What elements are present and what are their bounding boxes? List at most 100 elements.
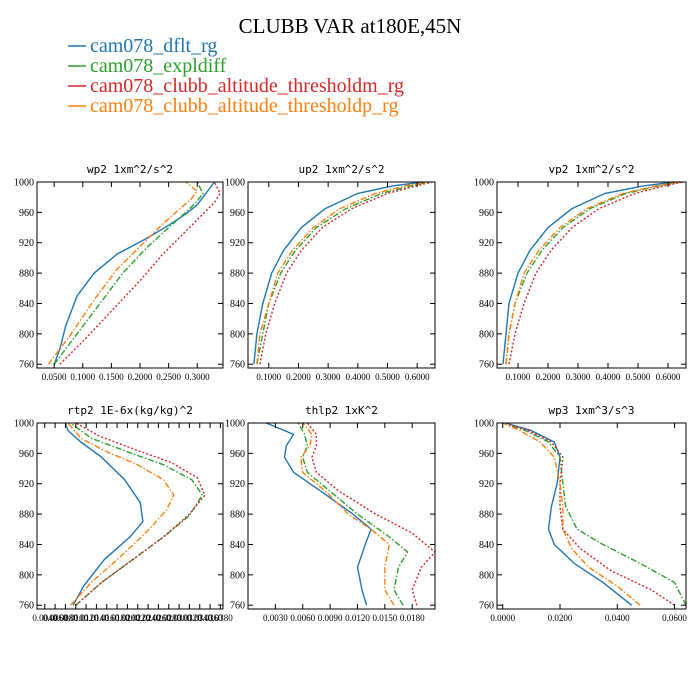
series-line-2-0 xyxy=(502,181,675,365)
x-tick-label-3-1: 0.0060 xyxy=(43,613,68,623)
x-tick-label-3-11: 0.0260 xyxy=(146,613,171,623)
legend-entry-1: cam078_expldiff xyxy=(90,55,227,77)
panel-title-4: thlp2 1xK^2 xyxy=(305,404,378,417)
x-tick-label-1-5: 0.6000 xyxy=(405,372,430,382)
x-tick-label-1-0: 0.1000 xyxy=(256,372,281,382)
panel-frame-2 xyxy=(496,181,687,369)
chart-panels: wp2 1xm^2/s^2 760 800 840 880 920 960 1000 0.050… xyxy=(14,163,687,623)
series-line-3-0 xyxy=(64,422,144,606)
y-tick-label-0-3: 880 xyxy=(19,269,34,280)
x-tick-label-0-5: 0.3000 xyxy=(185,372,210,382)
x-tick-label-3-0: 0.0040 xyxy=(32,613,57,623)
panel-frame-3 xyxy=(36,422,224,610)
y-tick-label-3-2: 840 xyxy=(19,540,34,551)
x-tick-label-4-0: 0.0030 xyxy=(263,613,288,623)
panel-title-5: wp3 1xm^3/s^3 xyxy=(548,404,634,417)
y-tick-label-4-5: 960 xyxy=(230,449,245,460)
panel-frame-0 xyxy=(36,181,224,369)
x-tick-label-0-3: 0.2000 xyxy=(128,372,153,382)
x-tick-label-3-5: 0.0140 xyxy=(84,613,109,623)
x-tick-label-2-4: 0.5000 xyxy=(626,372,651,382)
y-tick-label-0-5: 960 xyxy=(19,208,34,219)
series-line-5-0 xyxy=(505,422,633,606)
y-tick-label-1-5: 960 xyxy=(230,208,245,219)
panel-frame-1 xyxy=(247,181,436,369)
y-tick-label-2-4: 920 xyxy=(479,238,494,249)
series-line-4-1 xyxy=(297,422,409,606)
x-tick-label-3-8: 0.0200 xyxy=(115,613,140,623)
x-tick-label-3-2: 0.0080 xyxy=(53,613,78,623)
y-tick-label-5-1: 800 xyxy=(479,570,494,581)
x-tick-label-3-4: 0.0120 xyxy=(74,613,99,623)
y-tick-label-5-5: 960 xyxy=(479,449,494,460)
legend-entry-2: cam078_clubb_altitude_thresholdm_rg xyxy=(90,75,404,97)
series-line-2-2 xyxy=(508,181,684,365)
y-tick-label-1-1: 800 xyxy=(230,329,245,340)
panel-2: vp2 1xm^2/s^2 760 800 840 880 920 960 1000 0.100… xyxy=(474,163,687,382)
series-line-3-2 xyxy=(75,422,206,606)
x-tick-label-5-1: 0.0200 xyxy=(548,613,573,623)
y-tick-label-2-1: 800 xyxy=(479,329,494,340)
series-line-2-1 xyxy=(505,181,681,365)
x-tick-label-2-0: 0.1000 xyxy=(506,372,531,382)
y-tick-label-5-3: 880 xyxy=(479,510,494,521)
series-line-3-3 xyxy=(67,422,175,606)
y-tick-label-3-4: 920 xyxy=(19,479,34,490)
y-tick-label-4-4: 920 xyxy=(230,479,245,490)
x-tick-label-3-7: 0.0180 xyxy=(105,613,130,623)
y-tick-label-0-6: 1000 xyxy=(14,178,34,189)
panel-title-1: up2 1xm^2/s^2 xyxy=(298,163,384,176)
x-tick-label-3-6: 0.0160 xyxy=(94,613,119,623)
y-tick-label-0-2: 840 xyxy=(19,299,34,310)
legend-entry-3: cam078_clubb_altitude_thresholdp_rg xyxy=(90,95,398,117)
x-tick-label-4-1: 0.0060 xyxy=(290,613,315,623)
x-tick-label-2-3: 0.4000 xyxy=(596,372,621,382)
x-tick-label-0-4: 0.2500 xyxy=(156,372,181,382)
x-tick-label-4-2: 0.0090 xyxy=(318,613,343,623)
y-tick-label-3-6: 1000 xyxy=(14,419,34,430)
x-tick-label-3-15: 0.0340 xyxy=(187,613,212,623)
series-line-5-1 xyxy=(502,422,687,606)
series-line-1-2 xyxy=(259,181,433,365)
series-line-2-3 xyxy=(505,181,681,365)
y-tick-label-3-5: 960 xyxy=(19,449,34,460)
series-line-5-2 xyxy=(502,422,675,606)
y-tick-label-1-3: 880 xyxy=(230,269,245,280)
x-tick-label-2-2: 0.3000 xyxy=(566,372,591,382)
y-tick-label-2-6: 1000 xyxy=(474,178,494,189)
y-tick-label-3-1: 800 xyxy=(19,570,34,581)
series-line-4-0 xyxy=(265,422,372,606)
panel-0: wp2 1xm^2/s^2 760 800 840 880 920 960 1000 0.050… xyxy=(14,163,224,382)
series-line-5-3 xyxy=(502,422,641,606)
x-tick-label-5-3: 0.0600 xyxy=(662,613,687,623)
x-tick-label-3-17: 0.0380 xyxy=(208,613,233,623)
panel-1: up2 1xm^2/s^2 760 800 840 880 920 960 1000 0.100… xyxy=(225,163,436,382)
panel-title-2: vp2 1xm^2/s^2 xyxy=(548,163,634,176)
y-tick-label-2-2: 840 xyxy=(479,299,494,310)
series-line-1-1 xyxy=(256,181,430,365)
y-tick-label-5-0: 760 xyxy=(479,601,494,612)
y-tick-label-2-0: 760 xyxy=(479,360,494,371)
panel-frame-5 xyxy=(496,422,687,610)
x-tick-label-5-0: 0.0000 xyxy=(490,613,515,623)
x-tick-label-0-1: 0.1000 xyxy=(70,372,95,382)
y-tick-label-0-0: 760 xyxy=(19,360,34,371)
x-tick-label-3-14: 0.0320 xyxy=(177,613,202,623)
x-tick-label-4-4: 0.0150 xyxy=(372,613,397,623)
x-tick-label-4-5: 0.0180 xyxy=(400,613,425,623)
y-tick-label-5-4: 920 xyxy=(479,479,494,490)
series-line-0-1 xyxy=(53,181,204,365)
y-tick-label-4-2: 840 xyxy=(230,540,245,551)
series-line-0-3 xyxy=(47,181,198,365)
x-tick-label-2-1: 0.2000 xyxy=(536,372,561,382)
x-tick-label-0-0: 0.0500 xyxy=(42,372,67,382)
y-tick-label-2-3: 880 xyxy=(479,269,494,280)
x-tick-label-1-4: 0.5000 xyxy=(375,372,400,382)
y-tick-label-1-6: 1000 xyxy=(225,178,245,189)
x-tick-label-1-3: 0.4000 xyxy=(345,372,370,382)
series-line-4-2 xyxy=(306,422,436,606)
legend-entry-0: cam078_dflt_rg xyxy=(90,35,217,57)
y-tick-label-3-0: 760 xyxy=(19,601,34,612)
x-tick-label-2-5: 0.6000 xyxy=(656,372,681,382)
